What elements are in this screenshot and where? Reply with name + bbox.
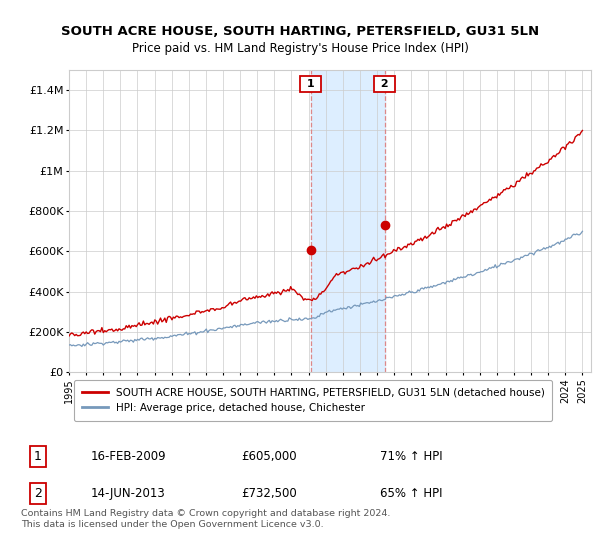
Text: £732,500: £732,500 [241,487,296,500]
Text: Price paid vs. HM Land Registry's House Price Index (HPI): Price paid vs. HM Land Registry's House … [131,42,469,55]
Text: 2: 2 [34,487,42,500]
Text: 71% ↑ HPI: 71% ↑ HPI [380,450,442,463]
Text: 14-JUN-2013: 14-JUN-2013 [90,487,165,500]
Text: 1: 1 [303,79,319,89]
Text: £605,000: £605,000 [241,450,296,463]
Text: SOUTH ACRE HOUSE, SOUTH HARTING, PETERSFIELD, GU31 5LN: SOUTH ACRE HOUSE, SOUTH HARTING, PETERSF… [61,25,539,38]
Text: 65% ↑ HPI: 65% ↑ HPI [380,487,442,500]
Text: 16-FEB-2009: 16-FEB-2009 [90,450,166,463]
Legend: SOUTH ACRE HOUSE, SOUTH HARTING, PETERSFIELD, GU31 5LN (detached house), HPI: Av: SOUTH ACRE HOUSE, SOUTH HARTING, PETERSF… [74,380,552,421]
Text: Contains HM Land Registry data © Crown copyright and database right 2024.
This d: Contains HM Land Registry data © Crown c… [21,510,390,529]
Text: 1: 1 [34,450,42,463]
Bar [311,70,385,372]
Text: 2: 2 [377,79,392,89]
